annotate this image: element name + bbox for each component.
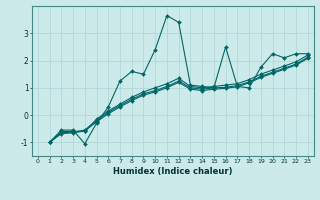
X-axis label: Humidex (Indice chaleur): Humidex (Indice chaleur) (113, 167, 233, 176)
